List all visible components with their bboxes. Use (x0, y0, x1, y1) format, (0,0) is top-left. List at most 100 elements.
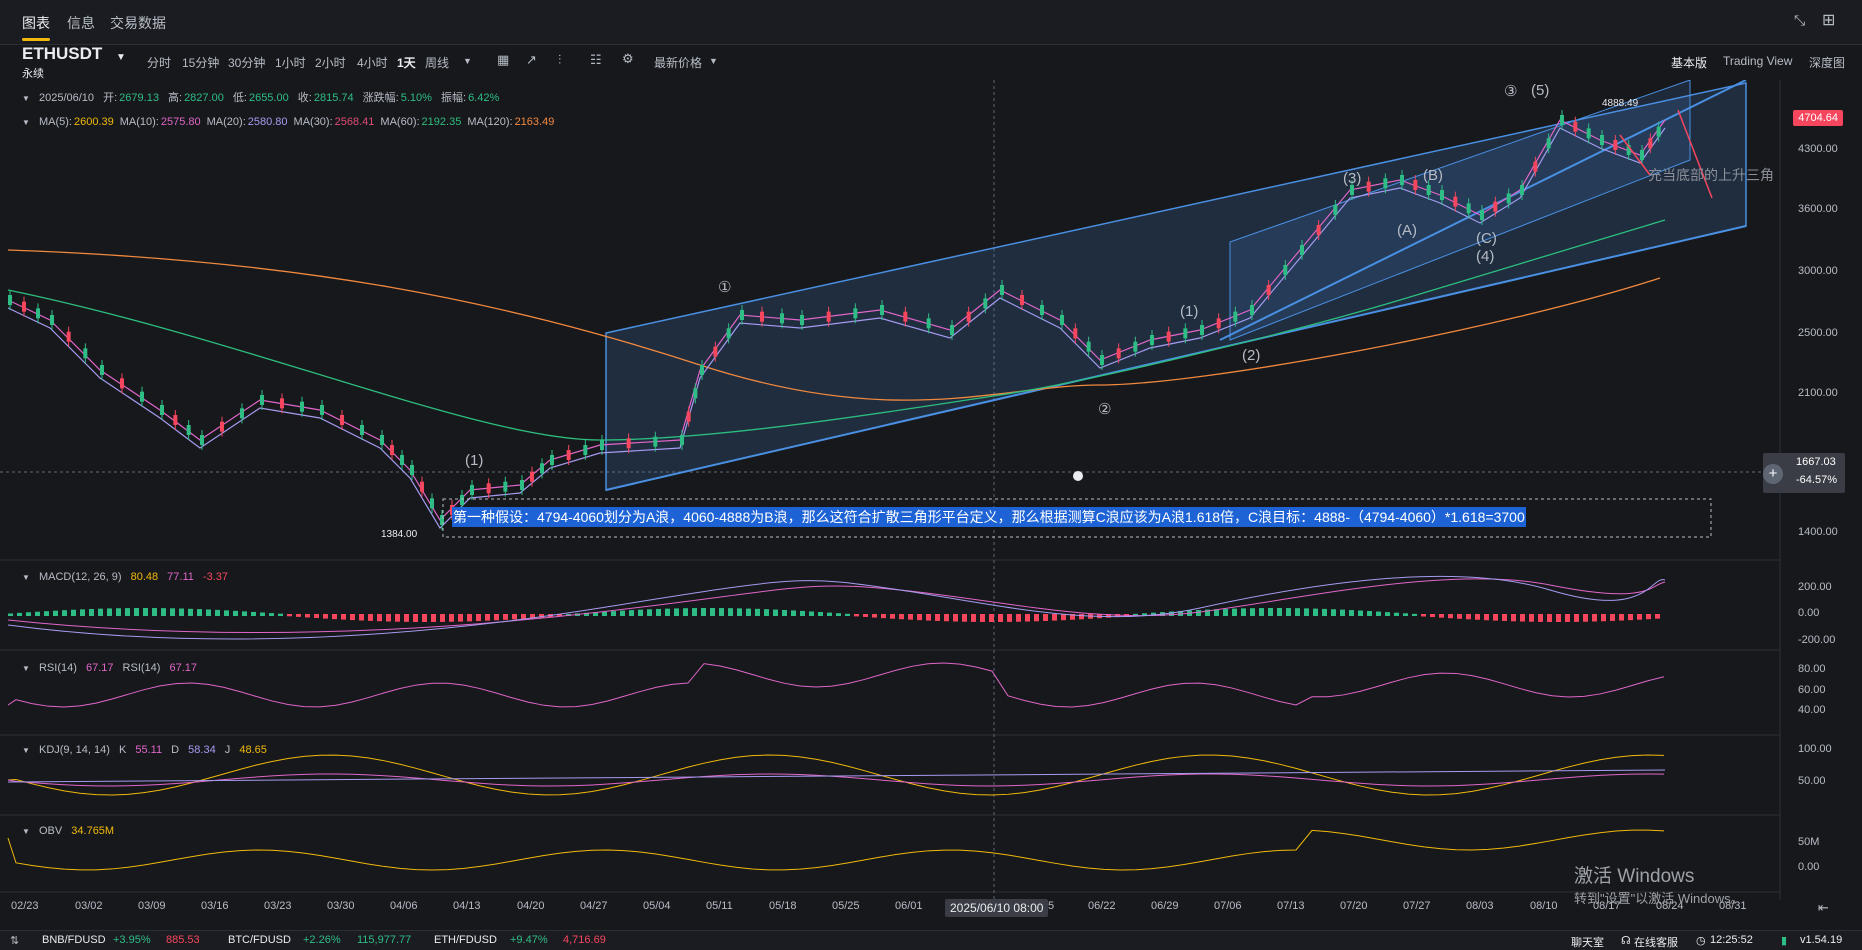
interval-1d[interactable]: 1天 (397, 56, 416, 70)
macd-histogram-bar (89, 608, 94, 616)
macd-histogram-bar (440, 614, 445, 622)
macd-histogram-bar (1043, 614, 1048, 621)
low-label: 低: (232, 92, 247, 104)
ticker-symbol[interactable]: BNB/FDUSD (42, 934, 106, 946)
down-arrow (1619, 134, 1651, 176)
interval-15m[interactable]: 15分钟 (182, 56, 220, 70)
macd-histogram-bar (422, 614, 427, 622)
latest-price-select[interactable]: 最新价格 (654, 56, 703, 70)
toolbar: 分时 15分钟 30分钟 1小时 2小时 4小时 1天 周线 ▼ ▦ ↗ ⫶ ☷… (0, 45, 1862, 79)
open-value: 2679.13 (119, 92, 159, 104)
more-intervals-icon[interactable]: ▼ (463, 56, 472, 66)
interval-1h[interactable]: 1小时 (275, 56, 306, 70)
date-tick: 05/25 (832, 900, 860, 912)
ticker-change: +9.47% (510, 934, 548, 946)
ticker-settings-icon[interactable]: ⇅ (10, 935, 20, 947)
triangle-annotation-text[interactable]: 充当底部的上升三角 (1648, 167, 1774, 183)
macd-histogram-bar (1286, 608, 1291, 616)
macd-histogram-bar (1556, 614, 1561, 622)
macd-histogram-bar (674, 608, 679, 616)
rsi-tick: 60.00 (1798, 684, 1826, 696)
ticker-symbol[interactable]: BTC/FDUSD (228, 934, 291, 946)
candle-body (1350, 185, 1354, 195)
macd-histogram-bar (1628, 614, 1633, 621)
macd-histogram-bar (1052, 614, 1057, 621)
axis-settings-icon[interactable]: ⇤ (1818, 900, 1829, 915)
ohlc-chevron-icon[interactable]: ▼ (22, 94, 30, 103)
macd-dif-line (7, 575, 1666, 640)
tab-trading-data[interactable]: 交易数据 (110, 15, 166, 31)
template-icon[interactable]: ☷ (590, 52, 602, 67)
wave-label: (4) (1476, 248, 1495, 265)
macd-chevron-icon[interactable]: ▼ (22, 573, 30, 582)
obv-chevron-icon[interactable]: ▼ (22, 827, 30, 836)
candle-body (1613, 140, 1618, 150)
macd-histogram-bar (134, 608, 139, 616)
macd-histogram-bar (1457, 614, 1462, 619)
ma20-line (7, 127, 1666, 529)
ma-chevron-icon[interactable]: ▼ (22, 118, 30, 127)
interval-1[interactable]: 分时 (147, 56, 172, 70)
macd-histogram-bar (629, 610, 634, 616)
macd-histogram-bar (539, 614, 544, 618)
macd-legend: ▼ MACD(12, 26, 9) 80.48 77.11 -3.37 (22, 571, 234, 583)
tab-info[interactable]: 信息 (67, 15, 95, 31)
rsi-label: RSI(14) (38, 662, 77, 674)
wave-label: (1) (465, 452, 484, 469)
macd-histogram-bar (755, 608, 760, 616)
candle-body (693, 388, 698, 399)
view-tradingview[interactable]: Trading View (1723, 54, 1793, 68)
calendar-icon[interactable]: ▦ (497, 52, 510, 67)
symbol-name[interactable]: ETHUSDT (22, 44, 103, 63)
settings-gear-icon[interactable]: ⚙ (622, 51, 634, 66)
wave-annotation-text[interactable]: 第一种假设：4794-4060划分为A浪，4060-4888为B浪，那么这符合扩… (452, 507, 1526, 527)
candle-body (686, 411, 691, 422)
candle-body (380, 435, 384, 445)
candle-body (50, 315, 54, 325)
date-tick: 08/17 (1593, 900, 1621, 912)
interval-4h[interactable]: 4小时 (357, 56, 388, 70)
latest-price-chevron-icon[interactable]: ▼ (709, 56, 718, 66)
kdj-chevron-icon[interactable]: ▼ (22, 746, 30, 755)
amplitude-value: 6.42% (468, 92, 500, 104)
grid-layout-icon[interactable]: ⊞ (1822, 12, 1836, 29)
candle-body (826, 311, 831, 322)
macd-histogram-bar (1601, 614, 1606, 622)
candle-type-icon[interactable]: ⫶ (558, 52, 562, 67)
macd-histogram-bar (935, 614, 940, 621)
date-tick: 06/29 (1151, 900, 1179, 912)
candle-body (1573, 121, 1578, 132)
macd-hist: -3.37 (202, 571, 229, 583)
interval-week[interactable]: 周线 (425, 56, 450, 70)
date-tick: 04/27 (580, 900, 608, 912)
indicator-icon[interactable]: ↗ (526, 52, 537, 67)
view-basic[interactable]: 基本版 (1671, 56, 1708, 70)
rsi-chevron-icon[interactable]: ▼ (22, 664, 30, 673)
ticker-symbol[interactable]: ETH/FDUSD (434, 934, 497, 946)
interval-2h[interactable]: 2小时 (315, 56, 346, 70)
date-tick: 03/30 (327, 900, 355, 912)
online-service-link[interactable]: 在线客服 (1634, 937, 1678, 949)
candle-body (1560, 115, 1564, 125)
view-depth[interactable]: 深度图 (1809, 56, 1846, 70)
symbol-dropdown-icon[interactable]: ▼ (116, 52, 126, 63)
add-alert-plus-icon[interactable]: + (1763, 464, 1783, 484)
macd-histogram-bar (80, 609, 85, 616)
interval-30m[interactable]: 30分钟 (228, 56, 266, 70)
ma-value: 2192.35 (421, 116, 462, 128)
macd-histogram-bar (1025, 614, 1030, 622)
windows-watermark-sub: 转到"设置"以激活 Windows。 (1574, 891, 1744, 906)
chat-room-link[interactable]: 聊天室 (1571, 937, 1604, 949)
macd-histogram-bar (1511, 614, 1516, 622)
macd-histogram-bar (1106, 614, 1111, 618)
kdj-d-label: D (171, 744, 180, 756)
chart-canvas[interactable] (0, 80, 1862, 930)
macd-histogram-bar (1538, 614, 1543, 622)
date-tick: 08/31 (1719, 900, 1747, 912)
macd-histogram-bar (1520, 614, 1525, 622)
macd-histogram-bar (1439, 614, 1444, 618)
tab-chart[interactable]: 图表 (22, 15, 50, 41)
macd-histogram-bar (323, 614, 328, 619)
macd-dea: 77.11 (167, 571, 194, 583)
collapse-icon[interactable]: ⤡ (1794, 12, 1806, 28)
